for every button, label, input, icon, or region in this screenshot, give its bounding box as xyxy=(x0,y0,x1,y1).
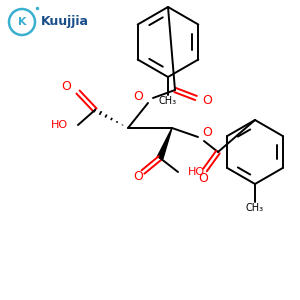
Text: O: O xyxy=(133,91,143,103)
Text: O: O xyxy=(61,80,71,94)
Polygon shape xyxy=(157,128,172,159)
Text: O: O xyxy=(202,127,212,140)
Text: O: O xyxy=(133,170,143,184)
Text: O: O xyxy=(202,94,212,106)
Text: O: O xyxy=(198,172,208,184)
Text: HO: HO xyxy=(51,120,68,130)
Text: CH₃: CH₃ xyxy=(159,96,177,106)
Text: HO: HO xyxy=(188,167,205,177)
Text: K: K xyxy=(18,17,26,27)
Text: CH₃: CH₃ xyxy=(246,203,264,213)
Text: Kuujjia: Kuujjia xyxy=(41,16,89,28)
